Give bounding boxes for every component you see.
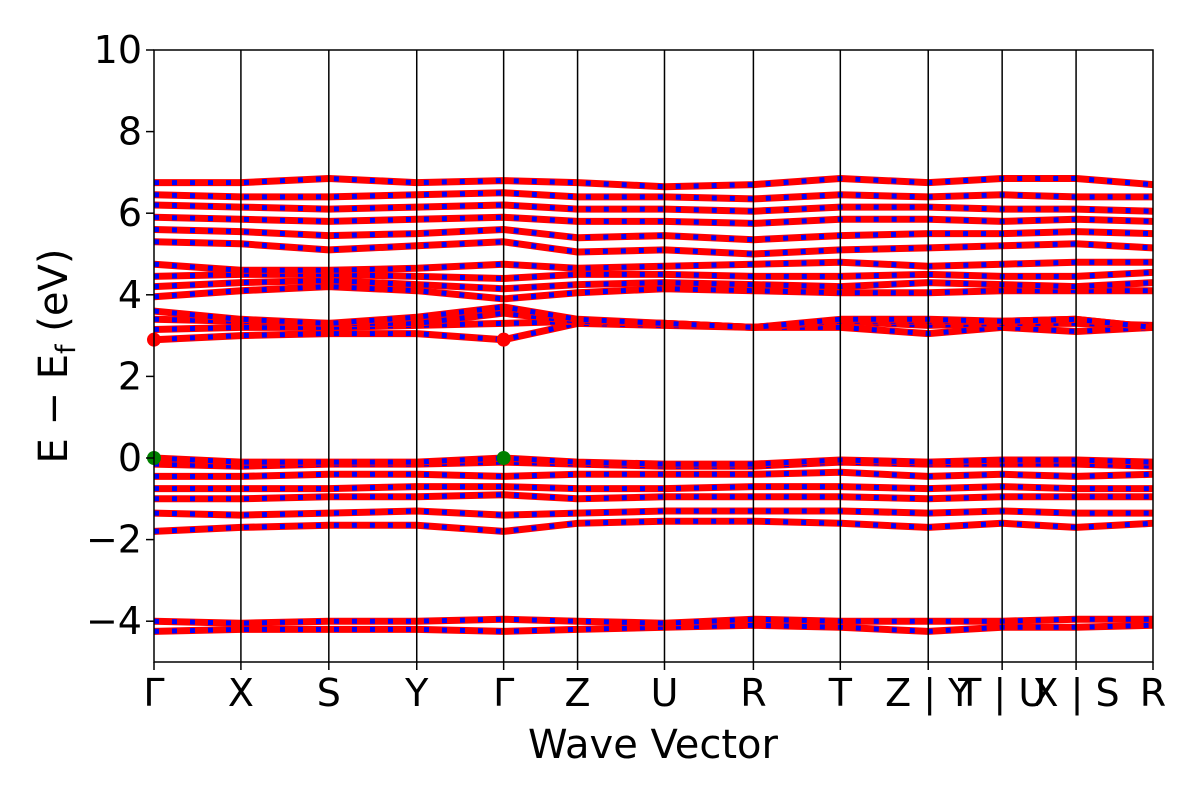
y-tick-label-7: −4 [86,599,142,643]
x-tick-label-3: Y [404,671,429,715]
x-tick-label-4: Γ [493,671,514,715]
y-axis-title-unit: (eV) [31,249,77,345]
x-tick-label-5: Z [565,671,591,715]
y-tick-label-3: 4 [118,273,142,317]
x-tick-label-1: X [228,671,254,715]
x-tick-label-9: Z | Y [885,671,972,716]
band-edge-marker-1 [496,332,511,347]
x-tick-label-11: X | S [1033,671,1120,716]
y-tick-label-2: 6 [118,191,142,235]
x-axis-title: Wave Vector [528,722,779,768]
x-tick-label-10: T | U [957,671,1046,716]
y-tick-label-1: 8 [118,110,142,154]
x-axis-ticks: Γ X S Y Γ Z U R T Z | YT | UX | S R [143,662,1166,716]
y-axis-ticks: 10 8 6 4 2 0 −2 −4 [86,28,154,643]
x-tick-label-12: R [1140,671,1166,715]
y-axis-title: E − Ef (eV) [31,249,82,464]
band-edge-marker-3 [496,451,511,465]
y-tick-label-5: 0 [118,436,142,480]
y-tick-label-0: 10 [94,28,142,72]
x-tick-label-8: T [828,671,853,715]
plot-frame [153,49,1154,663]
kpoint-separator-lines [240,50,1077,662]
x-tick-label-7: R [740,671,766,715]
y-tick-label-6: −2 [86,518,142,562]
x-tick-label-2: S [317,671,341,715]
x-tick-label-6: U [651,671,679,715]
y-tick-label-4: 2 [118,354,142,398]
x-tick-label-0: Γ [143,671,164,715]
y-axis-title-main: E − E [31,354,77,464]
y-axis-title-subscript: f [51,343,82,354]
